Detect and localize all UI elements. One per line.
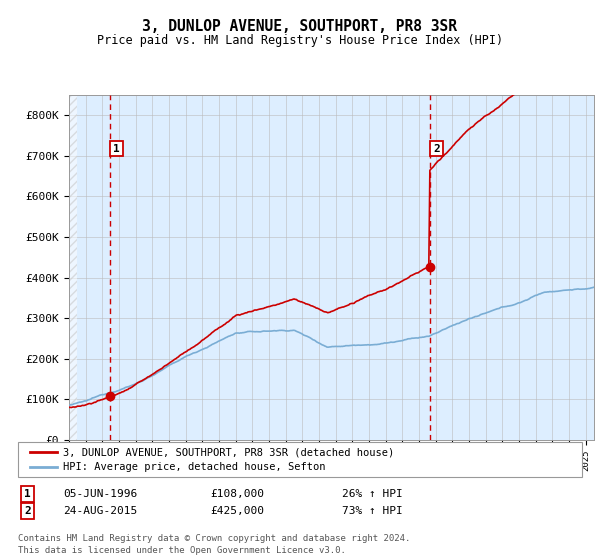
Text: £425,000: £425,000 (210, 506, 264, 516)
Text: 3, DUNLOP AVENUE, SOUTHPORT, PR8 3SR (detached house): 3, DUNLOP AVENUE, SOUTHPORT, PR8 3SR (de… (63, 447, 394, 457)
Text: 1: 1 (24, 489, 31, 499)
Text: 26% ↑ HPI: 26% ↑ HPI (342, 489, 403, 499)
Text: 2: 2 (433, 143, 440, 153)
Text: 05-JUN-1996: 05-JUN-1996 (63, 489, 137, 499)
Text: HPI: Average price, detached house, Sefton: HPI: Average price, detached house, Seft… (63, 463, 325, 473)
Text: Contains HM Land Registry data © Crown copyright and database right 2024.
This d: Contains HM Land Registry data © Crown c… (18, 534, 410, 555)
Text: 1: 1 (113, 143, 120, 153)
Text: 2: 2 (24, 506, 31, 516)
Text: Price paid vs. HM Land Registry's House Price Index (HPI): Price paid vs. HM Land Registry's House … (97, 34, 503, 47)
Text: 3, DUNLOP AVENUE, SOUTHPORT, PR8 3SR: 3, DUNLOP AVENUE, SOUTHPORT, PR8 3SR (143, 20, 458, 34)
Text: 73% ↑ HPI: 73% ↑ HPI (342, 506, 403, 516)
Text: £108,000: £108,000 (210, 489, 264, 499)
Text: 24-AUG-2015: 24-AUG-2015 (63, 506, 137, 516)
